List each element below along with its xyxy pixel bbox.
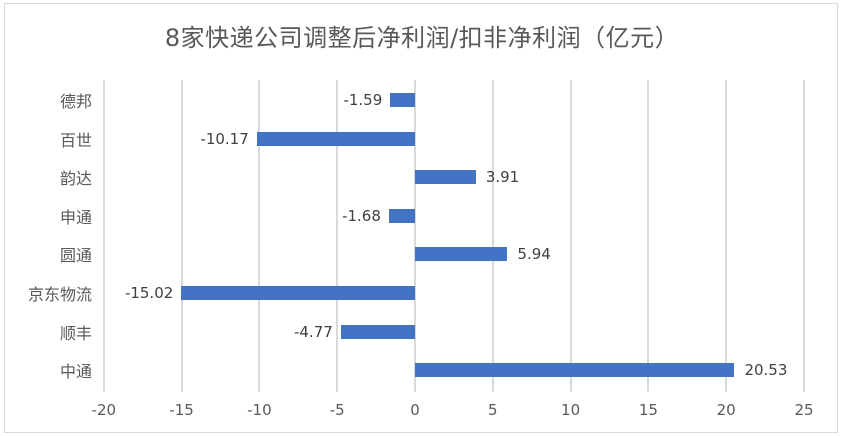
data-label: 20.53 bbox=[744, 361, 788, 380]
category-label: 申通 bbox=[59, 207, 92, 227]
chart-frame bbox=[4, 3, 838, 433]
gridline bbox=[647, 80, 650, 392]
bar bbox=[390, 93, 415, 107]
x-tick-label: 5 bbox=[488, 401, 498, 419]
x-tick-label: 25 bbox=[794, 401, 814, 419]
bar bbox=[181, 286, 415, 300]
x-tick-label: 20 bbox=[716, 401, 736, 419]
gridline bbox=[414, 80, 416, 392]
chart-title: 8家快递公司调整后净利润/扣非净利润（亿元） bbox=[164, 24, 680, 52]
category-label: 百世 bbox=[59, 130, 92, 150]
x-tick-label: -15 bbox=[169, 401, 194, 419]
gridline bbox=[569, 80, 572, 392]
data-label: -1.68 bbox=[342, 206, 381, 225]
bar bbox=[415, 247, 508, 262]
bar bbox=[415, 170, 476, 185]
x-tick-label: 15 bbox=[638, 401, 658, 419]
category-label: 京东物流 bbox=[27, 285, 92, 304]
gridline bbox=[102, 80, 105, 392]
bar bbox=[340, 324, 415, 339]
x-tick-label: 0 bbox=[410, 401, 420, 419]
bar bbox=[256, 131, 415, 146]
data-label: 3.91 bbox=[485, 168, 520, 187]
gridline bbox=[803, 80, 805, 392]
x-tick-label: 10 bbox=[561, 401, 581, 419]
bar bbox=[415, 363, 735, 378]
category-label: 圆通 bbox=[59, 246, 92, 266]
category-label: 德邦 bbox=[59, 92, 92, 111]
x-tick-label: -5 bbox=[329, 401, 345, 419]
gridline bbox=[180, 80, 183, 392]
gridline bbox=[336, 80, 339, 392]
gridline bbox=[258, 80, 261, 392]
bar bbox=[388, 208, 415, 223]
category-label: 中通 bbox=[59, 362, 92, 382]
data-label: 5.94 bbox=[517, 245, 551, 264]
data-label: -4.77 bbox=[293, 322, 333, 341]
gridline bbox=[725, 80, 728, 392]
category-label: 韵达 bbox=[59, 169, 92, 189]
x-tick-label: -10 bbox=[247, 401, 272, 419]
data-label: -1.59 bbox=[343, 91, 383, 109]
data-label: -15.02 bbox=[124, 284, 174, 302]
x-tick-label: -20 bbox=[91, 401, 117, 419]
data-label: -10.17 bbox=[200, 129, 249, 148]
gridline bbox=[491, 80, 494, 392]
category-label: 顺丰 bbox=[59, 323, 92, 343]
